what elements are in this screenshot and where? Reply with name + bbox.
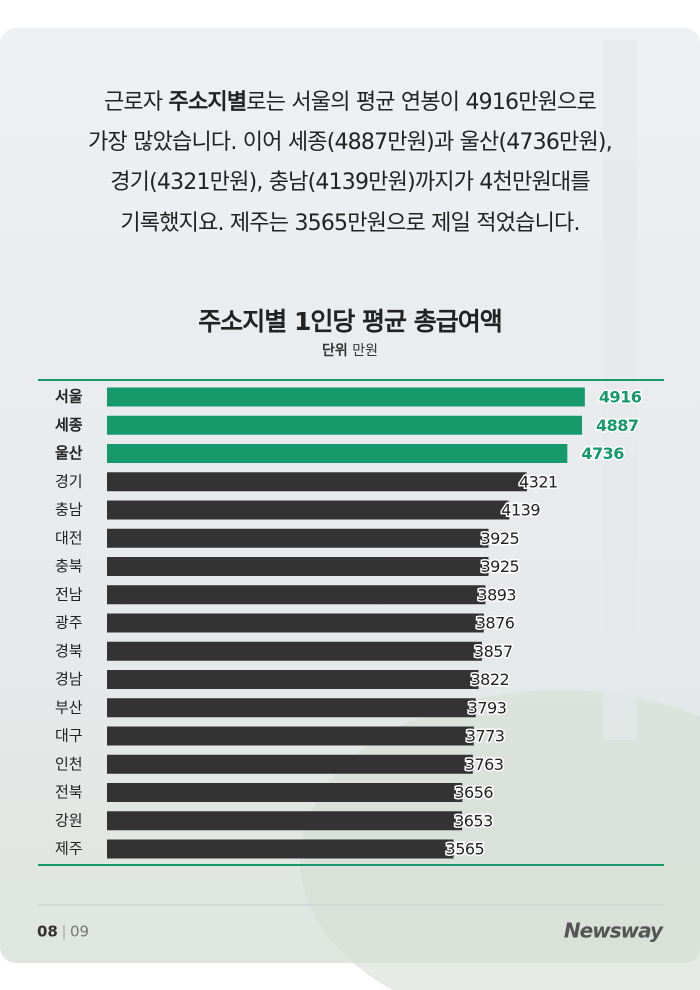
value-label: 3925 [481,557,520,576]
bar [107,613,484,633]
category-label: 세종 [55,416,83,434]
category-label: 전남 [55,585,83,603]
value-label: 3893 [477,585,516,604]
bar [107,557,489,576]
bar [107,585,486,605]
category-label: 제주 [55,840,83,858]
value-label: 3857 [474,642,513,661]
bar [107,415,583,435]
bar [107,472,528,492]
value-label: 3653 [454,811,493,830]
category-label: 전북 [55,783,83,801]
value-label: 4139 [501,501,540,520]
bar [107,726,474,746]
value-label: 4736 [581,444,624,463]
bar [107,387,585,407]
category-label: 경기 [55,472,83,490]
unit-label: 단위 만원 [322,342,378,359]
intro-line: 근로자 주소지별로는 서울의 평균 연봉이 4916만원으로 [104,90,597,115]
intro-line: 가장 많았습니다. 이어 세종(4887만원)과 울산(4736만원), [88,130,612,155]
bar [107,698,476,718]
value-label: 3876 [476,614,515,633]
bar [107,670,479,689]
logo: Newsway [564,919,664,943]
unit-key: 단위 [322,342,348,359]
category-label: 부산 [55,698,83,716]
category-label: 충북 [55,557,83,575]
category-label: 광주 [55,614,83,632]
intro-line: 기록했지요. 제주는 3565만원으로 제일 적었습니다. [120,211,579,236]
category-label: 서울 [55,388,83,406]
page-total: 09 [70,923,89,941]
value-label: 3773 [466,727,505,746]
bar [107,839,454,859]
bar [107,754,473,774]
bar [107,528,489,548]
bar [107,500,510,520]
intro-line: 경기(4321만원), 충남(4139만원)까지가 4천만원대를 [110,170,590,195]
unit-value: 만원 [352,343,378,359]
category-label: 충남 [55,501,83,519]
category-label: 경북 [55,642,83,660]
bar [107,811,463,831]
category-label: 대구 [55,727,83,745]
value-label: 3793 [468,698,507,717]
value-label: 3656 [454,783,493,802]
intro-text: 로는 서울의 평균 연봉이 4916만원으로 [246,90,596,115]
intro-bold: 주소지별 [169,90,247,115]
tower-decoration [603,40,637,740]
value-label: 3763 [465,755,504,774]
intro-text: 근로자 [104,90,169,115]
bar [107,783,463,802]
category-label: 대전 [55,529,83,547]
chart-title: 주소지별 1인당 평균 총급여액 [198,307,502,336]
bar [107,444,568,463]
value-label: 4321 [519,472,558,491]
value-label: 3565 [446,840,485,859]
category-label: 강원 [55,811,83,829]
value-label: 4887 [596,416,639,435]
value-label: 4916 [599,388,642,407]
bar [107,641,482,661]
page-number: 08 [37,923,58,941]
category-label: 경남 [55,670,83,688]
value-label: 3925 [481,529,520,548]
value-label: 3822 [470,670,509,689]
category-label: 울산 [55,444,83,462]
category-label: 인천 [55,755,83,773]
